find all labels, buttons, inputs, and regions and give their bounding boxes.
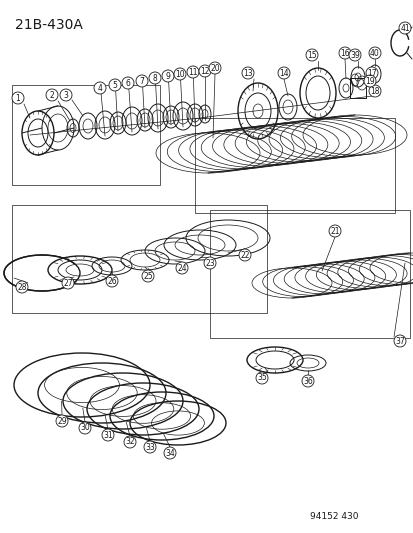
Text: 5: 5 [112,80,117,90]
Text: 23: 23 [205,259,214,268]
Text: 3: 3 [64,91,68,100]
Circle shape [56,415,68,427]
Text: 21: 21 [330,227,339,236]
Circle shape [173,68,185,80]
Circle shape [338,47,350,59]
Text: 16: 16 [339,49,349,58]
Text: 14: 14 [278,69,288,77]
Text: 40: 40 [369,49,379,58]
Circle shape [368,47,380,59]
Circle shape [16,281,28,293]
Circle shape [328,225,340,237]
Circle shape [365,67,377,79]
Text: 34: 34 [165,448,174,457]
Text: 8: 8 [152,74,157,83]
Circle shape [363,75,375,87]
Text: 22: 22 [240,251,249,260]
Text: 18: 18 [369,86,379,95]
Circle shape [60,89,72,101]
Text: 94152 430: 94152 430 [309,512,358,521]
Circle shape [305,49,317,61]
Text: 24: 24 [177,263,186,272]
Circle shape [238,249,250,261]
Text: 1: 1 [16,93,20,102]
Text: 25: 25 [143,271,152,280]
Text: 41: 41 [399,23,409,33]
Circle shape [106,275,118,287]
Circle shape [79,422,91,434]
Bar [12,205,266,313]
Circle shape [46,89,58,101]
Circle shape [149,72,161,84]
Circle shape [62,277,74,289]
Text: 13: 13 [242,69,252,77]
Circle shape [109,79,121,91]
Circle shape [277,67,289,79]
Text: 35: 35 [256,374,266,383]
Bar [195,118,394,213]
Circle shape [199,65,211,77]
Text: 17: 17 [366,69,376,77]
Text: 20: 20 [210,63,219,72]
Text: 19: 19 [364,77,374,85]
Text: 26: 26 [107,277,116,286]
Text: 33: 33 [145,442,154,451]
Circle shape [348,49,360,61]
Circle shape [161,70,173,82]
Circle shape [204,257,216,269]
Circle shape [124,436,136,448]
Text: 2: 2 [50,91,54,100]
Text: 27: 27 [63,279,73,287]
Circle shape [136,75,147,87]
Circle shape [102,429,114,441]
Text: 11: 11 [188,68,197,77]
Circle shape [164,447,176,459]
Circle shape [94,82,106,94]
Circle shape [144,441,156,453]
Circle shape [176,262,188,274]
Circle shape [187,66,199,78]
Circle shape [301,375,313,387]
Text: 28: 28 [17,282,27,292]
Text: 30: 30 [80,424,90,432]
Circle shape [142,270,154,282]
Text: 10: 10 [175,69,184,78]
Text: 36: 36 [302,376,312,385]
Bar [12,85,159,185]
Circle shape [209,62,221,74]
Circle shape [398,22,410,34]
Text: 29: 29 [57,416,66,425]
Text: 21B-430A: 21B-430A [15,18,83,32]
Text: 6: 6 [125,78,130,87]
Circle shape [242,67,254,79]
Text: 31: 31 [103,431,112,440]
Circle shape [368,85,380,97]
Text: 15: 15 [306,51,316,60]
Bar [209,210,409,338]
Text: 9: 9 [165,71,170,80]
Circle shape [393,335,405,347]
Text: 37: 37 [394,336,404,345]
Circle shape [255,372,267,384]
Text: 7: 7 [139,77,144,85]
Circle shape [122,77,134,89]
Text: 32: 32 [125,438,135,447]
Text: 12: 12 [200,67,209,76]
Text: 39: 39 [349,51,359,60]
Text: 4: 4 [97,84,102,93]
Circle shape [12,92,24,104]
